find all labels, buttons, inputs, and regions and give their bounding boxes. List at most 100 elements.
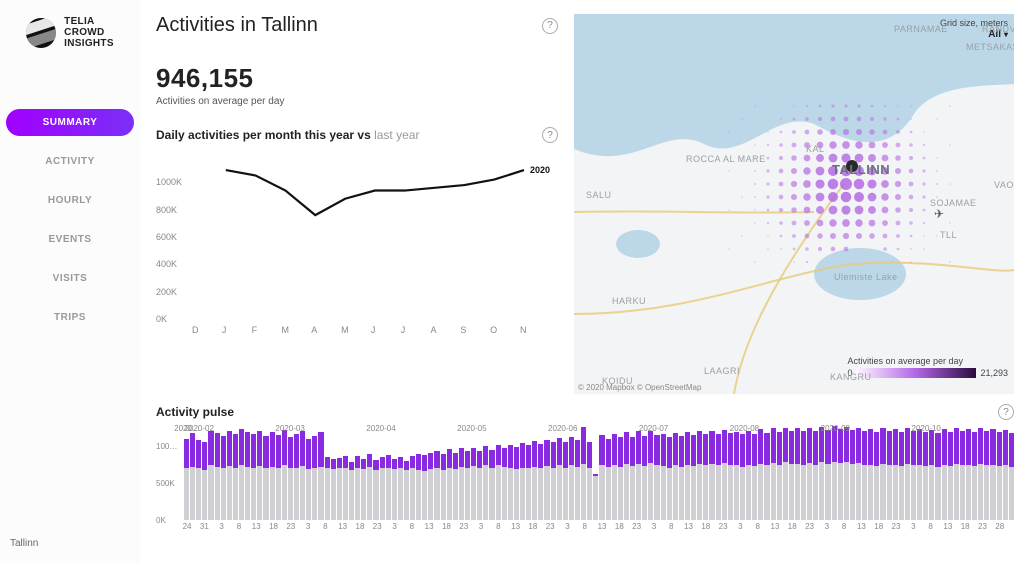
pulse-tick-label: 8 xyxy=(669,522,673,531)
main: Activities in Tallinn ? 946,155 Activiti… xyxy=(140,0,1030,563)
pulse-tick-label: 8 xyxy=(755,522,759,531)
map-place-label: PARNAMAE xyxy=(894,24,948,34)
pulse-bar xyxy=(838,429,843,520)
pulse-bar xyxy=(434,451,439,520)
pulse-bar xyxy=(532,441,537,520)
pulse-bar xyxy=(783,428,788,520)
pulse-bar xyxy=(966,429,971,520)
pulse-tick-label: 18 xyxy=(961,522,970,531)
help-icon[interactable]: ? xyxy=(542,18,558,34)
pulse-bar xyxy=(465,451,470,520)
brand-line3: INSIGHTS xyxy=(64,38,114,49)
pulse-bar xyxy=(862,431,867,520)
map-place-label: SOJAMAE xyxy=(930,198,977,208)
pulse-bar xyxy=(795,428,800,520)
map-panel[interactable]: ✈ Grid size, meters All ▾ Activities on … xyxy=(574,14,1014,394)
pulse-bar xyxy=(972,432,977,520)
pulse-bar xyxy=(624,432,629,520)
pulse-bar xyxy=(874,432,879,520)
line-chart-series-label: 2020 xyxy=(530,165,550,175)
activity-pulse-title: Activity pulse xyxy=(156,405,234,419)
help-icon[interactable]: ? xyxy=(542,127,558,143)
sidebar-item-summary[interactable]: SUMMARY xyxy=(6,109,134,136)
pulse-bar xyxy=(887,431,892,520)
pulse-tick-label: 8 xyxy=(323,522,327,531)
pulse-bar xyxy=(318,432,323,520)
pulse-tick-label: 3 xyxy=(825,522,829,531)
map-place-label: HARKU xyxy=(612,296,646,306)
pulse-tick-label: 3 xyxy=(392,522,396,531)
pulse-bar xyxy=(355,456,360,520)
pulse-bar xyxy=(312,436,317,520)
pulse-bar xyxy=(954,428,959,520)
pulse-bar xyxy=(593,474,598,520)
pulse-bar xyxy=(392,459,397,520)
pulse-tick-label: 13 xyxy=(857,522,866,531)
pulse-bar xyxy=(502,448,507,520)
sidebar-item-hourly[interactable]: HOURLY xyxy=(0,187,140,214)
pulse-bar xyxy=(459,448,464,520)
pulse-tick-label: 28 xyxy=(995,522,1004,531)
pulse-bar xyxy=(538,444,543,520)
sidebar-item-trips[interactable]: TRIPS xyxy=(0,304,140,331)
map-place-label: SALU xyxy=(586,190,612,200)
pulse-bar xyxy=(661,434,666,520)
map-place-label: METSAKASTI xyxy=(966,42,1014,52)
pulse-bar xyxy=(526,445,531,520)
pulse-bar xyxy=(196,440,201,520)
pulse-bar xyxy=(654,435,659,520)
pulse-month-label: 2020-07 xyxy=(639,424,668,433)
pulse-bar xyxy=(563,442,568,520)
pulse-month-label: 2020-09 xyxy=(821,424,850,433)
pulse-bar xyxy=(911,431,916,520)
pulse-bar xyxy=(630,437,635,520)
map-place-label: TLL xyxy=(940,230,957,240)
pulse-bar xyxy=(618,437,623,520)
pulse-bar xyxy=(331,459,336,520)
pulse-bar xyxy=(386,455,391,520)
pulse-bar xyxy=(819,427,824,520)
pulse-bar xyxy=(245,432,250,520)
pulse-bar xyxy=(636,431,641,520)
help-icon[interactable]: ? xyxy=(998,404,1014,420)
pulse-bar xyxy=(709,431,714,520)
pulse-tick-label: 23 xyxy=(459,522,468,531)
pulse-bar xyxy=(404,461,409,520)
pulse-bar xyxy=(483,446,488,520)
pulse-tick-label: 23 xyxy=(286,522,295,531)
pulse-tick-label: 3 xyxy=(565,522,569,531)
pulse-bar xyxy=(202,442,207,520)
app-root: TELIA CROWD INSIGHTS SUMMARY ACTIVITY HOUR… xyxy=(0,0,1030,563)
pulse-tick-label: 18 xyxy=(356,522,365,531)
sidebar-item-visits[interactable]: VISITS xyxy=(0,265,140,292)
pulse-month-labels: 2020…2020-022020-032020-042020-052020-06… xyxy=(184,424,1014,436)
pulse-bar xyxy=(581,427,586,520)
brand-logo: TELIA CROWD INSIGHTS xyxy=(26,16,114,49)
pulse-tick-label: 8 xyxy=(928,522,932,531)
pulse-tick-label: 18 xyxy=(701,522,710,531)
pulse-bar xyxy=(599,435,604,520)
pulse-tick-label: 23 xyxy=(805,522,814,531)
sidebar-item-events[interactable]: EVENTS xyxy=(0,226,140,253)
sidebar-item-activity[interactable]: ACTIVITY xyxy=(0,148,140,175)
header-row: Activities in Tallinn ? xyxy=(156,14,558,37)
pulse-bar xyxy=(746,431,751,520)
pulse-tick-label: 24 xyxy=(183,522,192,531)
pulse-tick-label: 3 xyxy=(306,522,310,531)
pulse-bar xyxy=(825,430,830,520)
pulse-bar xyxy=(960,431,965,520)
pulse-bar xyxy=(184,439,189,520)
map-legend-max: 21,293 xyxy=(980,368,1008,378)
pulse-tick-label: 3 xyxy=(219,522,223,531)
pulse-bar xyxy=(257,431,262,520)
pulse-bar xyxy=(850,430,855,520)
pulse-bar xyxy=(373,460,378,520)
activity-pulse-chart: 0K500K100…2020…2020-022020-032020-042020… xyxy=(156,424,1014,534)
pulse-bar xyxy=(777,432,782,520)
line-chart-title-main: Daily activities per month this year vs xyxy=(156,128,374,142)
pulse-bar xyxy=(239,429,244,520)
pulse-tick-label: 8 xyxy=(496,522,500,531)
pulse-month-label: 2020-03 xyxy=(275,424,304,433)
map-place-label: KAL xyxy=(806,144,825,154)
pulse-tick-label: 18 xyxy=(615,522,624,531)
